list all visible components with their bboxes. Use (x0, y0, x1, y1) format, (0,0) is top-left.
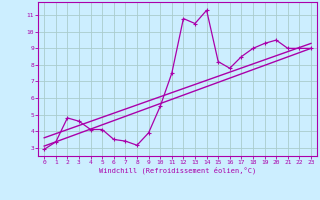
X-axis label: Windchill (Refroidissement éolien,°C): Windchill (Refroidissement éolien,°C) (99, 167, 256, 174)
